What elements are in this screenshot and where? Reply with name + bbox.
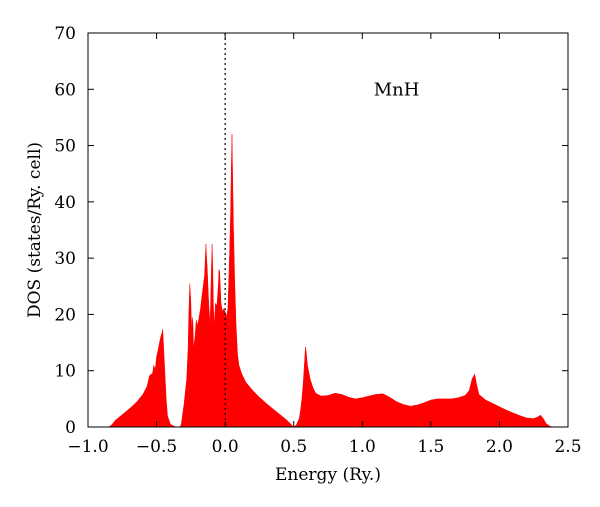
axes-frame [87,32,569,428]
y-tick-label: 50 [54,137,76,157]
y-tick-label: 0 [65,418,76,438]
x-axis: −1.0 −0.5 0.0 0.5 1.0 1.5 2.0 2.5 [67,33,582,457]
plot-area [87,32,569,428]
x-tick-label: 0.5 [280,437,307,457]
x-tick-label: 2.0 [486,437,513,457]
x-tick-label: 0.0 [212,437,239,457]
x-tick-label: −0.5 [136,437,177,457]
x-tick-label: 1.5 [417,437,444,457]
x-tick-label: −1.0 [67,437,108,457]
compound-label: MnH [374,79,420,100]
y-tick-label: 20 [54,305,76,325]
y-tick-label: 60 [54,80,76,100]
y-tick-label: 30 [54,249,76,269]
y-tick-label: 10 [54,362,76,382]
y-axis: 0 10 20 30 40 50 60 70 [54,24,568,438]
y-axis-label: DOS (states/Ry. cell) [25,142,45,318]
x-tick-label: 2.5 [554,437,581,457]
x-tick-label: 1.0 [349,437,376,457]
y-tick-label: 40 [54,193,76,213]
y-tick-label: 70 [54,24,76,44]
dos-area-series [94,134,555,428]
x-axis-label: Energy (Ry.) [275,465,381,485]
